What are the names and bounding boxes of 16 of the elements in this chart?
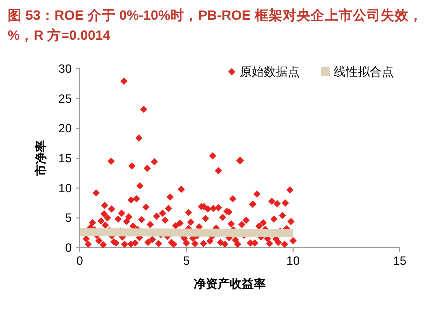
y-tick-label: 5 [65,211,72,226]
x-tick-label: 15 [393,254,407,268]
y-axis-title: 市净率 [34,140,48,178]
x-axis-title: 净资产收益率 [194,277,266,291]
y-tick-label: 20 [58,122,72,136]
y-tick-label: 0 [65,241,72,255]
x-tick-label: 5 [183,254,190,268]
x-tick-label: 10 [286,254,300,268]
chart-title: 图 53：ROE 介于 0%-10%时，PB-ROE 框架对央企上市公司失效，%，R 方=0.0014 [8,7,423,43]
legend-label: 原始数据点 [240,65,300,79]
y-tick-label: 25 [58,92,72,106]
y-tick-label: 30 [58,62,72,76]
y-tick-label: 10 [58,181,72,196]
legend-label: 线性拟合点 [334,65,394,79]
x-tick-label: 0 [76,254,84,268]
y-tick-label: 15 [58,152,72,166]
